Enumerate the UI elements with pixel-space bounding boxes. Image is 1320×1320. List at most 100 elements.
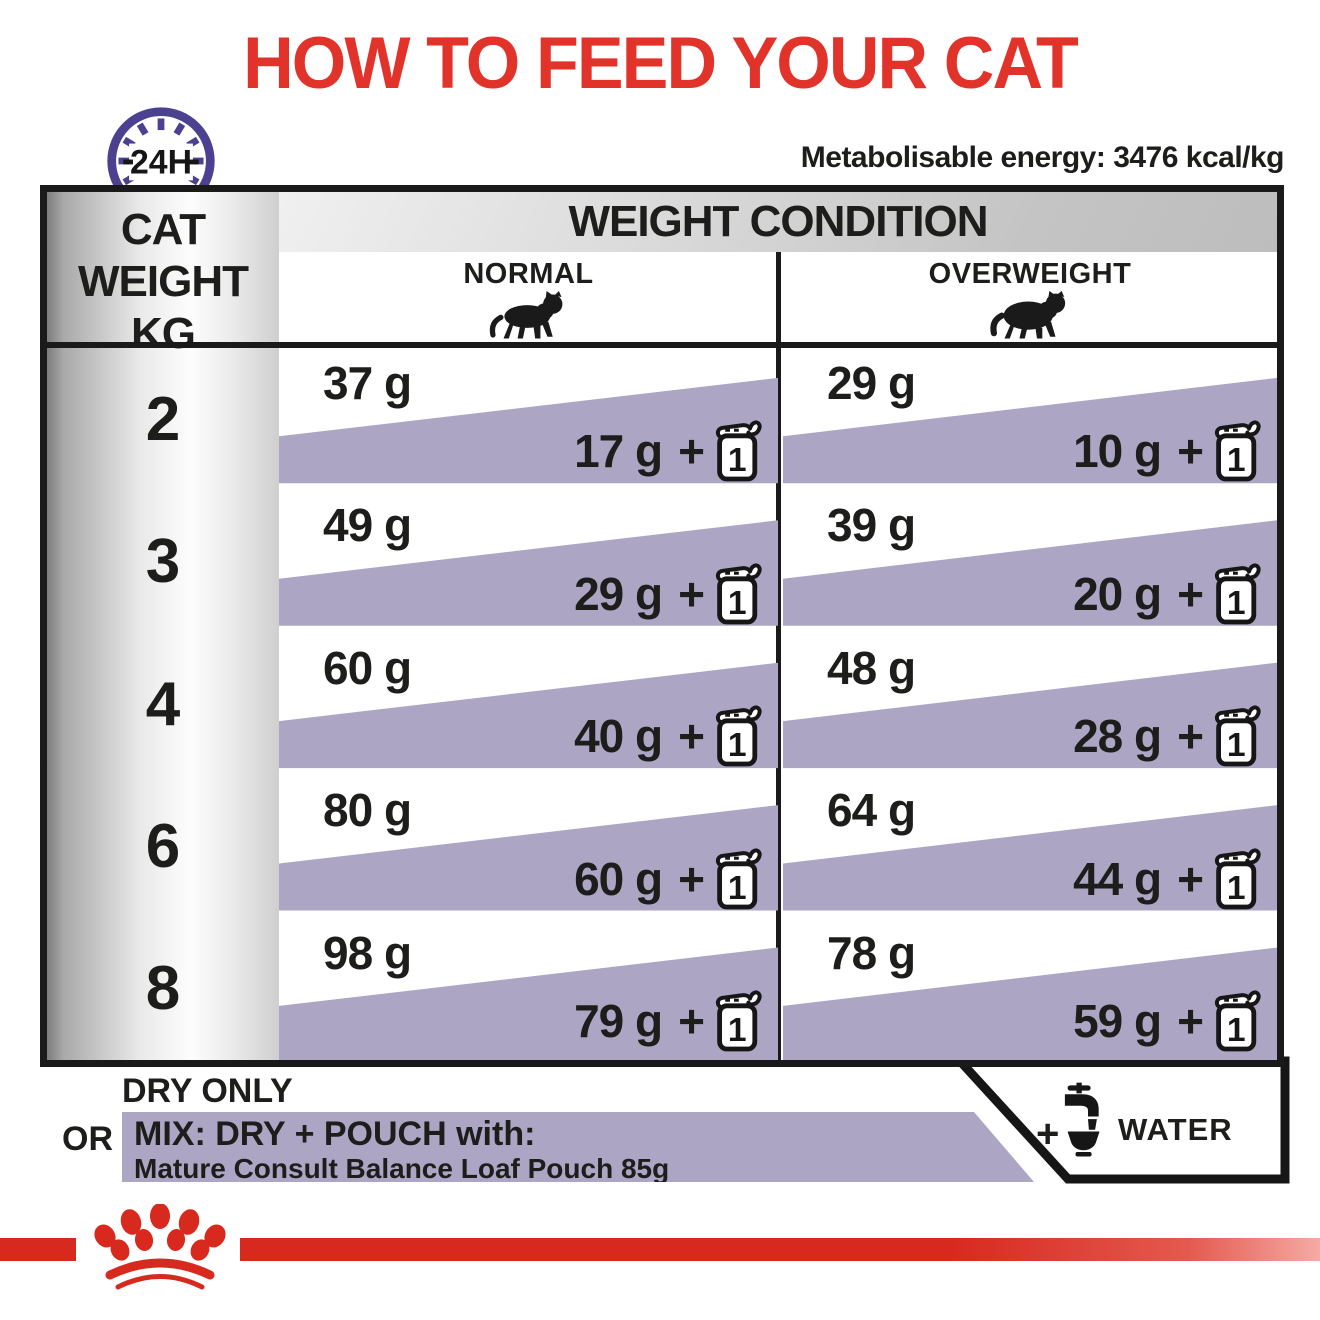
dry-amount: 60 g [323, 641, 412, 694]
table-row: 37 g 17 g + 29 g 10 g + [279, 348, 1277, 490]
weight-value: 8 [145, 954, 181, 1024]
header-divider [47, 342, 1277, 348]
cell-overweight: 78 g 59 g + [783, 918, 1277, 1061]
plus-sign: + [678, 710, 705, 763]
mix-amount-row: 60 g + [574, 846, 762, 912]
plus-sign: + [1177, 425, 1204, 478]
clock-label: 24H [130, 144, 192, 182]
mix-amount: 44 g [1073, 852, 1162, 905]
dry-amount: 98 g [323, 926, 412, 979]
cell-normal: 98 g 79 g + [279, 918, 778, 1061]
overweight-cat-icon [981, 291, 1079, 342]
weight-value: 6 [145, 811, 181, 881]
plus-sign: + [678, 995, 705, 1048]
weight-value: 2 [145, 384, 181, 454]
cat-weight-header-line: KG [131, 309, 196, 358]
condition-columns: NORMAL OVERWEIGHT [279, 252, 1277, 342]
energy-note: Metabolisable energy: 3476 kcal/kg [800, 141, 1285, 174]
mix-amount: 29 g [574, 567, 663, 620]
water-plus-sign: + [1036, 1112, 1060, 1156]
column-overweight: OVERWEIGHT [783, 252, 1277, 342]
pouch-icon [1213, 561, 1261, 627]
cell-overweight: 39 g 20 g + [783, 490, 1277, 632]
cell-normal: 37 g 17 g + [279, 348, 778, 490]
page-title: HOW TO FEED YOUR CAT [243, 23, 1079, 104]
cell-overweight: 48 g 28 g + [783, 633, 1277, 775]
mix-legend-band: MIX: DRY + POUCH with: Mature Consult Ba… [122, 1112, 1034, 1182]
column-label: NORMAL [463, 258, 594, 290]
mix-amount-row: 28 g + [1073, 703, 1261, 769]
mix-amount: 28 g [1073, 710, 1162, 763]
table-rows: 37 g 17 g + 29 g 10 g + 49 g [279, 348, 1277, 1061]
cell-normal: 60 g 40 g + [279, 633, 778, 775]
pouch-icon [1213, 703, 1261, 769]
plus-sign: + [678, 425, 705, 478]
cat-weight-header-line: CAT [120, 205, 206, 254]
plus-sign: + [1177, 995, 1204, 1048]
cat-weight-values: 2 3 4 6 8 [47, 348, 279, 1060]
normal-cat-icon [481, 291, 577, 342]
cell-normal: 80 g 60 g + [279, 775, 778, 917]
cell-overweight: 29 g 10 g + [783, 348, 1277, 490]
table-row: 98 g 79 g + 78 g 59 g + [279, 918, 1277, 1061]
pouch-icon [714, 846, 762, 912]
dry-amount: 78 g [827, 926, 916, 979]
plus-sign: + [678, 852, 705, 905]
dry-amount: 80 g [323, 784, 412, 837]
mix-amount: 79 g [574, 995, 663, 1048]
mix-amount: 20 g [1073, 567, 1162, 620]
mix-amount-row: 29 g + [574, 561, 762, 627]
brand-crown-logo [94, 1204, 226, 1290]
mix-amount-row: 10 g + [1073, 418, 1261, 484]
pouch-icon [714, 418, 762, 484]
dry-amount: 39 g [827, 499, 916, 552]
pouch-icon [714, 703, 762, 769]
pouch-icon [1213, 846, 1261, 912]
pouch-icon [1213, 988, 1261, 1054]
table-row: 60 g 40 g + 48 g 28 g + [279, 633, 1277, 775]
dry-amount: 48 g [827, 641, 916, 694]
pouch-icon [714, 561, 762, 627]
cell-normal: 49 g 29 g + [279, 490, 778, 632]
mix-amount: 40 g [574, 710, 663, 763]
dry-only-label: DRY ONLY [122, 1072, 293, 1110]
mix-amount: 59 g [1073, 995, 1162, 1048]
weight-value: 3 [145, 527, 181, 597]
mix-amount: 17 g [574, 425, 663, 478]
cat-weight-column: CAT WEIGHT KG 2 3 4 6 8 [47, 192, 279, 1060]
column-label: OVERWEIGHT [928, 258, 1132, 290]
table-row: 80 g 60 g + 64 g 44 g + [279, 775, 1277, 917]
pouch-icon [1213, 418, 1261, 484]
water-tap-icon [1064, 1082, 1100, 1157]
dry-amount: 49 g [323, 499, 412, 552]
table-row: 49 g 29 g + 39 g 20 g + [279, 490, 1277, 632]
feeding-table: CAT WEIGHT KG 2 3 4 6 8 WEIGHT CONDITION… [40, 185, 1284, 1067]
dry-amount: 29 g [827, 357, 916, 409]
column-divider [776, 252, 781, 1060]
pouch-icon [714, 988, 762, 1054]
mix-legend-subtitle: Mature Consult Balance Loaf Pouch 85g [134, 1153, 670, 1184]
mix-amount: 10 g [1073, 425, 1162, 478]
mix-amount-row: 59 g + [1073, 988, 1261, 1054]
mix-amount-row: 79 g + [574, 988, 762, 1054]
weight-condition-header: WEIGHT CONDITION [279, 192, 1277, 252]
footer-stripe [0, 1238, 1320, 1261]
plus-sign: + [1177, 710, 1204, 763]
column-normal: NORMAL [279, 252, 778, 342]
mix-amount-row: 44 g + [1073, 846, 1261, 912]
mix-legend-title: MIX: DRY + POUCH with: [134, 1115, 536, 1153]
cat-weight-header-line: WEIGHT [78, 257, 249, 306]
mix-amount-row: 20 g + [1073, 561, 1261, 627]
cell-overweight: 64 g 44 g + [783, 775, 1277, 917]
dry-amount: 64 g [827, 784, 916, 837]
plus-sign: + [1177, 852, 1204, 905]
mix-amount: 60 g [574, 852, 663, 905]
dry-amount: 37 g [323, 357, 412, 409]
cat-weight-header: CAT WEIGHT KG [47, 204, 279, 360]
weight-value: 4 [145, 669, 181, 739]
water-label: WATER [1118, 1112, 1233, 1147]
plus-sign: + [1177, 567, 1204, 620]
mix-amount-row: 40 g + [574, 703, 762, 769]
mix-amount-row: 17 g + [574, 418, 762, 484]
plus-sign: + [678, 567, 705, 620]
